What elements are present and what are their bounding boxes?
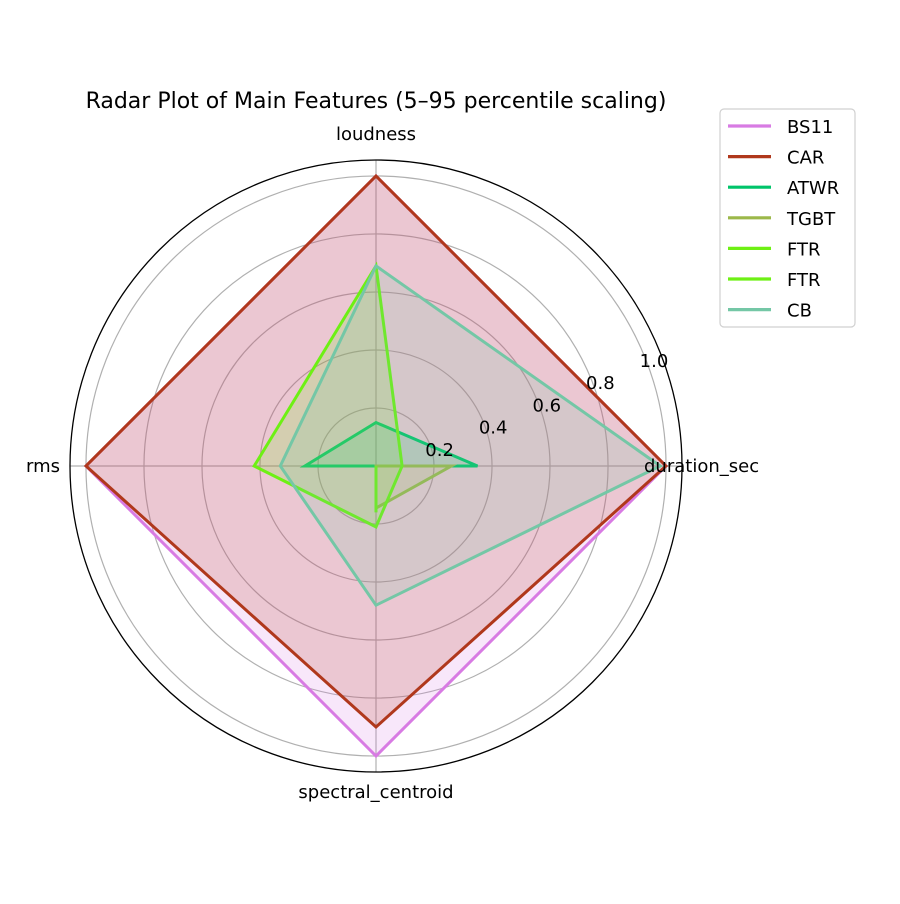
axis-labels: duration_sec loudness rms spectral_centroid… <box>26 124 759 803</box>
series-polygon-car <box>83 173 669 730</box>
radial-tick-label: 0.4 <box>479 418 508 439</box>
axis-label: rms <box>26 456 60 477</box>
axis-label: loudness <box>336 124 416 145</box>
legend-label: CB <box>787 301 812 322</box>
chart-title: Radar Plot of Main Features (5–95 percen… <box>86 89 667 114</box>
legend-box <box>719 108 856 328</box>
legend-label: BS11 <box>787 117 833 138</box>
legend-label: FTR <box>787 270 821 291</box>
series-polygon-cb <box>278 263 664 608</box>
radial-tick-label: 0.8 <box>586 373 615 394</box>
series-group <box>83 173 669 759</box>
polar-frame <box>69 159 683 773</box>
axis-label: duration_sec <box>644 456 759 477</box>
legend-label: TGBT <box>786 209 836 230</box>
series-polygon-ftr <box>252 261 404 529</box>
radial-tick-label: 1.0 <box>640 351 669 372</box>
legend-label: CAR <box>787 148 824 169</box>
legend-label: FTR <box>787 239 821 260</box>
legend: BS11 CAR ATWR TGBT FTR FTR CB <box>719 108 856 328</box>
radial-tick-label: 0.6 <box>532 395 561 416</box>
radial-tick-label: 0.2 <box>425 440 454 461</box>
legend-label: ATWR <box>787 178 839 199</box>
axis-label: spectral_centroid <box>298 782 453 803</box>
